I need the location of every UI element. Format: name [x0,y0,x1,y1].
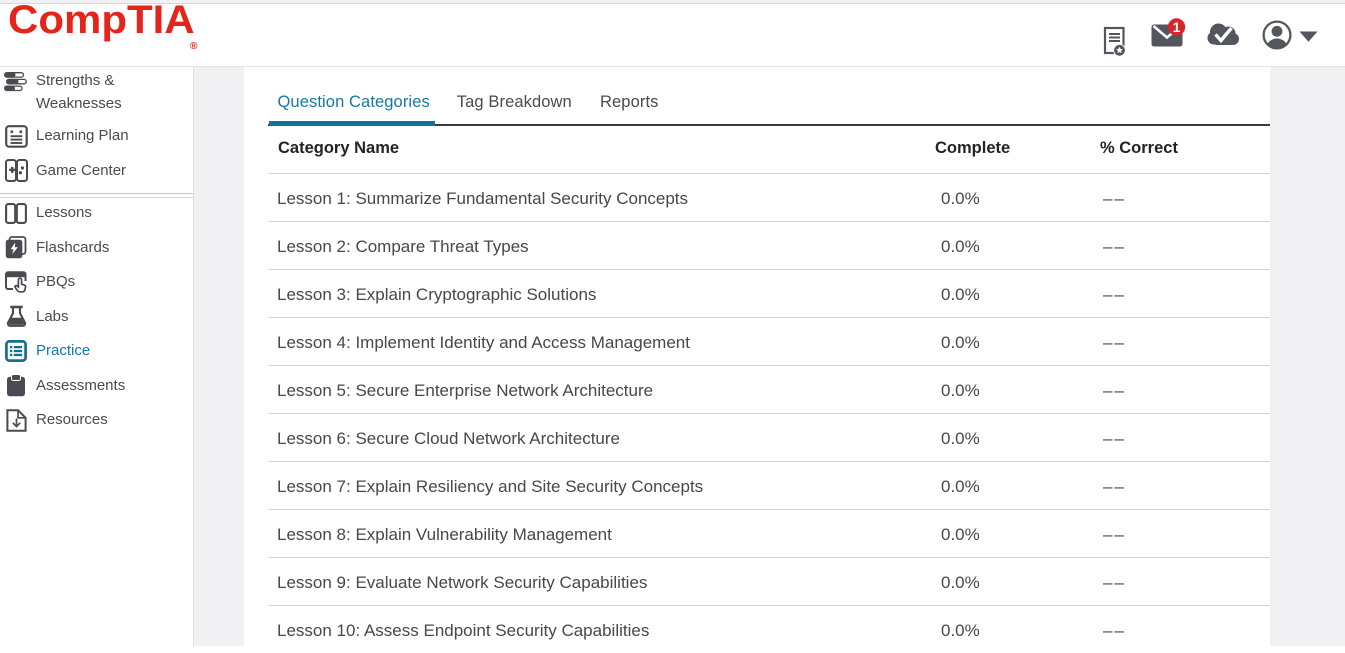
svg-text:1: 1 [1173,19,1181,35]
